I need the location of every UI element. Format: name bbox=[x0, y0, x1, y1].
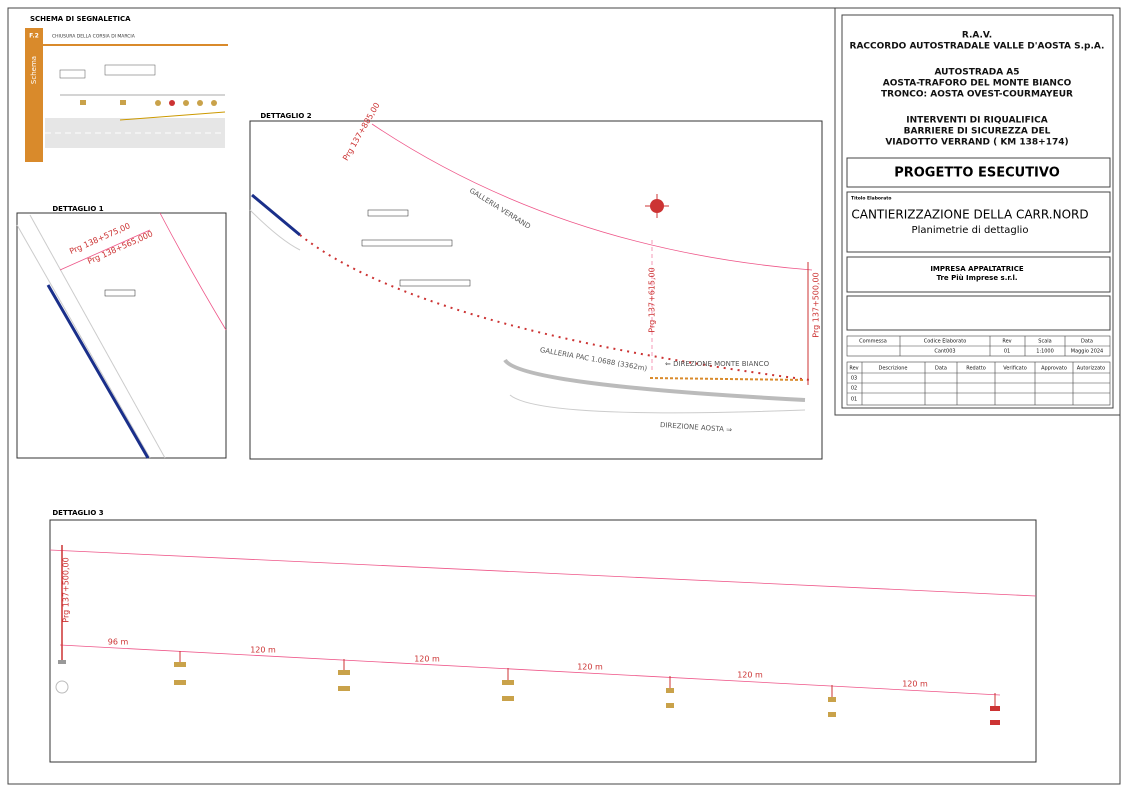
tunnel-label: GALLERIA VERRAND bbox=[468, 187, 532, 231]
station-label: Prg 137+500,00 bbox=[62, 557, 71, 622]
contractor-caption: IMPRESA APPALTATRICE bbox=[930, 265, 1024, 273]
callout bbox=[104, 289, 136, 297]
title-block-inner bbox=[841, 14, 1114, 409]
client-short: R.A.V. bbox=[962, 31, 992, 41]
sign-posts bbox=[55, 651, 1000, 725]
contractor-box bbox=[846, 256, 1111, 293]
barrier-line bbox=[46, 284, 150, 459]
table-header: Commessa bbox=[859, 339, 887, 345]
drawing-title: CANTIERIZZAZIONE DELLA CARR.NORD bbox=[851, 208, 1088, 222]
distance-line bbox=[59, 644, 1001, 696]
phase: PROGETTO ESECUTIVO bbox=[894, 166, 1060, 181]
detail-title: DETTAGLIO 2 bbox=[260, 112, 311, 120]
revision-table bbox=[846, 361, 1111, 406]
project: VIADOTTO VERRAND ( KM 138+174) bbox=[885, 138, 1068, 148]
motorway: AUTOSTRADA A5 bbox=[934, 68, 1019, 78]
distance-label: 120 m bbox=[902, 680, 928, 689]
road-edge bbox=[16, 224, 151, 459]
table-header: Verificato bbox=[1003, 366, 1027, 372]
motorway: TRONCO: AOSTA OVEST-COURMAYEUR bbox=[881, 90, 1073, 100]
callout bbox=[361, 239, 453, 247]
tunnel-line bbox=[49, 549, 1037, 597]
station-line bbox=[59, 229, 151, 271]
boundary-line bbox=[159, 212, 227, 331]
schema-title: SCHEMA DI SEGNALETICA bbox=[30, 15, 131, 23]
station-label: Prg 137+885,00 bbox=[341, 101, 382, 162]
schema-sidebar bbox=[25, 28, 43, 162]
road-edge bbox=[249, 209, 301, 251]
schema-code: F.2 bbox=[29, 33, 39, 40]
detail-3: DETTAGLIO 3 Prg 137+500,00 96 m 120 m 12… bbox=[49, 509, 1037, 763]
table-cell: 01 bbox=[1004, 349, 1010, 355]
table-header: Rev bbox=[1002, 339, 1011, 345]
project: INTERVENTI DI RIQUALIFICA bbox=[906, 116, 1047, 126]
table-header: Descrizione bbox=[878, 366, 907, 372]
drawing-title-box bbox=[846, 191, 1111, 253]
direction-label: DIREZIONE AOSTA ⇒ bbox=[660, 421, 733, 434]
table-header: Data bbox=[1081, 339, 1093, 345]
info-table bbox=[846, 335, 1111, 357]
detail-1: DETTAGLIO 1 Prg 138+575,00 Prg 138+565,0… bbox=[16, 205, 227, 459]
detail-title: DETTAGLIO 3 bbox=[52, 509, 103, 517]
revision-number: 02 bbox=[851, 386, 857, 392]
revision-number: 01 bbox=[851, 397, 857, 403]
distance-label: 120 m bbox=[577, 663, 603, 672]
table-header: Codice Elaborato bbox=[924, 339, 967, 345]
callout bbox=[399, 279, 471, 287]
detail-frame bbox=[16, 212, 227, 459]
revision-number: 03 bbox=[851, 376, 857, 382]
empty-box bbox=[846, 295, 1111, 331]
drawing-subtitle: Planimetrie di dettaglio bbox=[912, 225, 1029, 236]
detail-title: DETTAGLIO 1 bbox=[52, 205, 103, 213]
detail-frame bbox=[249, 120, 823, 460]
station-label: Prg 137+500,00 bbox=[812, 272, 821, 337]
table-cell: Cant003 bbox=[934, 349, 955, 355]
schema-box bbox=[59, 69, 86, 79]
schema-side-label: Schema bbox=[30, 56, 38, 84]
schema-taper bbox=[119, 111, 226, 121]
taper bbox=[649, 377, 806, 381]
tunnel-label: GALLERIA PAC 1.0688 (3362m) bbox=[539, 346, 648, 373]
distance-label: 120 m bbox=[737, 671, 763, 680]
direction-label: ⇐ DIREZIONE MONTE BIANCO bbox=[665, 360, 770, 368]
station-label: Prg 137+615,00 bbox=[648, 267, 657, 332]
project: BARRIERE DI SICUREZZA DEL bbox=[904, 127, 1051, 137]
signage-schema: SCHEMA DI SEGNALETICA F.2 Schema CHIUSUR… bbox=[25, 15, 228, 162]
table-header: Data bbox=[935, 366, 947, 372]
drawing-title-caption: Titolo Elaborato bbox=[851, 196, 892, 202]
distance-label: 96 m bbox=[108, 638, 129, 647]
table-header: Approvato bbox=[1041, 366, 1067, 372]
phase-box bbox=[846, 157, 1111, 188]
detail-2: DETTAGLIO 2 Prg 137+885,00 GALLERIA VERR… bbox=[249, 101, 823, 460]
road-edge bbox=[509, 394, 806, 414]
road-edge bbox=[29, 214, 166, 459]
table-header: Autorizzato bbox=[1077, 366, 1105, 372]
motorway: AOSTA-TRAFORO DEL MONTE BIANCO bbox=[883, 79, 1072, 89]
cone-line bbox=[299, 234, 811, 381]
barrier-line bbox=[251, 193, 301, 237]
contractor: Tre Più Imprese s.r.l. bbox=[936, 274, 1017, 282]
schema-subtitle: CHIUSURA DELLA CORSIA DI MARCIA bbox=[52, 34, 136, 40]
table-cell: Maggio 2024 bbox=[1071, 349, 1104, 355]
table-header: Redatto bbox=[966, 366, 986, 372]
table-cell: 1:1000 bbox=[1036, 349, 1054, 355]
schema-box bbox=[104, 64, 156, 76]
tunnel-line bbox=[371, 123, 813, 271]
distance-label: 120 m bbox=[414, 655, 440, 664]
client-name: RACCORDO AUTOSTRADALE VALLE D'AOSTA S.p.… bbox=[850, 42, 1105, 52]
detail-frame bbox=[49, 519, 1037, 763]
schema-signs bbox=[80, 100, 217, 106]
callout bbox=[367, 209, 409, 217]
road bbox=[503, 358, 806, 402]
distance-label: 120 m bbox=[250, 646, 276, 655]
title-block-frame bbox=[834, 7, 1121, 416]
title-block: R.A.V. RACCORDO AUTOSTRADALE VALLE D'AOS… bbox=[834, 7, 1121, 416]
table-header: Scala bbox=[1038, 339, 1051, 345]
table-header: Rev bbox=[849, 366, 858, 372]
